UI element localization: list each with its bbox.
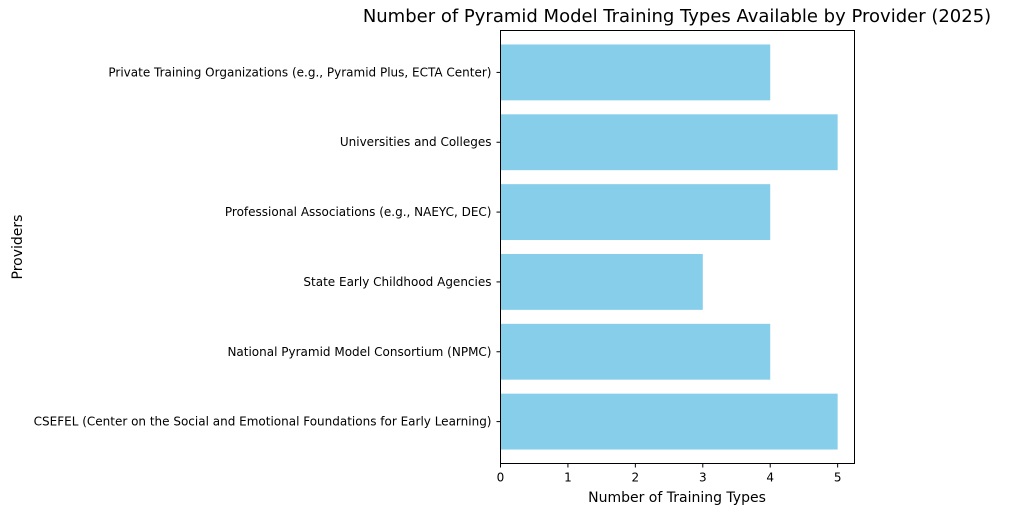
bar (500, 393, 838, 450)
chart-title: Number of Pyramid Model Training Types A… (363, 6, 991, 27)
bar (500, 114, 838, 171)
x-tick-label: 5 (834, 471, 842, 485)
y-axis: CSEFEL (Center on the Social and Emotion… (34, 65, 501, 429)
y-tick-label: Private Training Organizations (e.g., Py… (108, 65, 491, 79)
x-axis: 0 1 2 3 4 5 (497, 463, 842, 485)
y-tick-label: National Pyramid Model Consortium (NPMC) (227, 345, 491, 359)
x-tick-label: 2 (632, 471, 640, 485)
bar (500, 44, 771, 101)
y-axis-label: Providers (10, 215, 26, 280)
y-tick-label: Universities and Colleges (340, 135, 492, 149)
x-tick-label: 1 (564, 471, 572, 485)
x-tick-label: 0 (497, 471, 505, 485)
bar (500, 323, 771, 380)
y-tick-label: CSEFEL (Center on the Social and Emotion… (34, 415, 492, 429)
y-tick-label: State Early Childhood Agencies (303, 275, 491, 289)
plot-frame (500, 30, 855, 464)
bars-layer (500, 44, 838, 450)
bar (500, 184, 771, 241)
y-tick-label: Professional Associations (e.g., NAEYC, … (225, 205, 492, 219)
bar (500, 253, 703, 310)
x-axis-label: Number of Training Types (588, 490, 766, 506)
x-tick-label: 3 (699, 471, 707, 485)
x-tick-label: 4 (766, 471, 774, 485)
